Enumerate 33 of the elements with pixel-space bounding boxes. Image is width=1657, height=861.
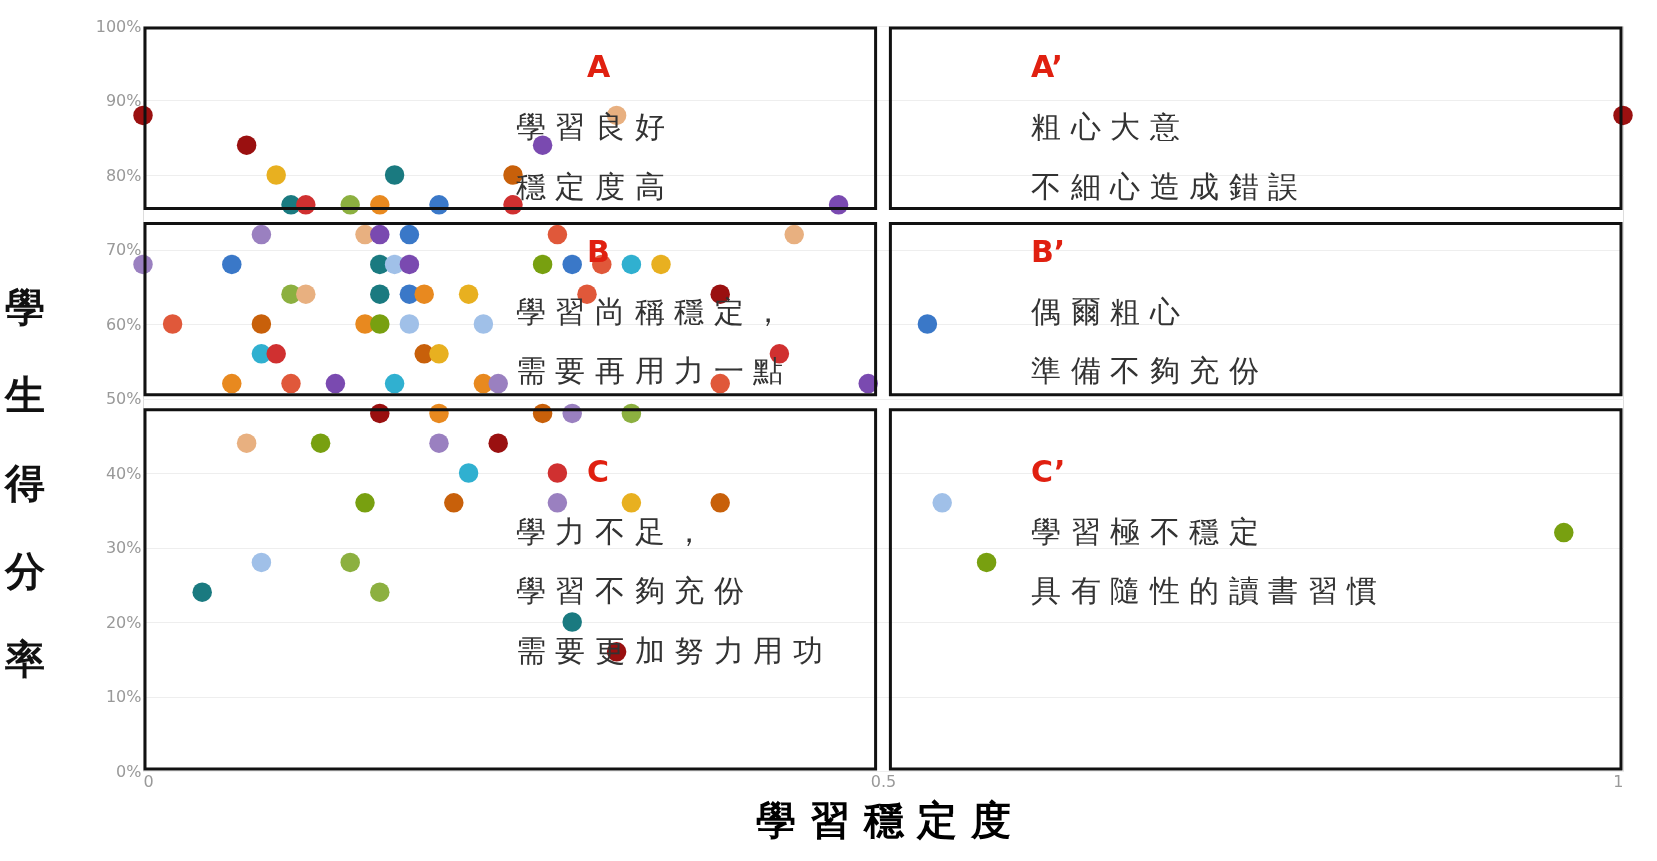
- y-axis-title: 學生得分率: [3, 284, 45, 683]
- y-tick-label: 90%: [105, 91, 142, 110]
- annotation: B’: [1031, 234, 1066, 270]
- y-tick-label: 100%: [95, 16, 142, 36]
- annotation: A: [587, 49, 611, 85]
- annotation: 穩 定 度 高: [515, 168, 665, 204]
- y-tick-label: 70%: [105, 240, 142, 259]
- annotation: 學 習 極 不 穩 定: [1031, 513, 1259, 549]
- y-tick-label: 50%: [105, 389, 142, 408]
- y-tick-label: 80%: [105, 165, 142, 185]
- x-tick-label: 0.5: [870, 771, 897, 791]
- annotation: 需 要 再 用 力 一 點: [515, 353, 784, 389]
- annotation: 學 習 良 好: [515, 109, 665, 145]
- annotation: 粗 心 大 意: [1031, 109, 1180, 145]
- x-axis-title: 學 習 穩 定 度: [755, 796, 1012, 843]
- x-tick-label: 0: [143, 771, 154, 791]
- annotation: C: [587, 454, 610, 489]
- y-tick-label: 40%: [105, 463, 142, 483]
- y-tick-label: 20%: [105, 612, 142, 632]
- annotation: 不 細 心 造 成 錯 誤: [1031, 168, 1299, 204]
- annotation: 學 習 尚 稱 穩 定 ，: [515, 293, 784, 329]
- annotation: 學 力 不 足 ，: [515, 513, 705, 549]
- annotation: C’: [1031, 454, 1066, 489]
- annotation: A’: [1031, 49, 1063, 85]
- y-tick-label: 0%: [116, 761, 142, 781]
- y-tick-label: 30%: [105, 538, 142, 557]
- y-tick-label: 10%: [105, 687, 142, 706]
- annotation: 偶 爾 粗 心: [1031, 293, 1180, 329]
- annotation: 準 備 不 夠 充 份: [1031, 353, 1259, 389]
- y-tick-label: 60%: [105, 314, 142, 334]
- annotation: 具 有 隨 性 的 讀 書 習 慣: [1031, 573, 1378, 609]
- annotation: 學 習 不 夠 充 份: [515, 573, 744, 609]
- x-tick-label: 1: [1613, 771, 1624, 791]
